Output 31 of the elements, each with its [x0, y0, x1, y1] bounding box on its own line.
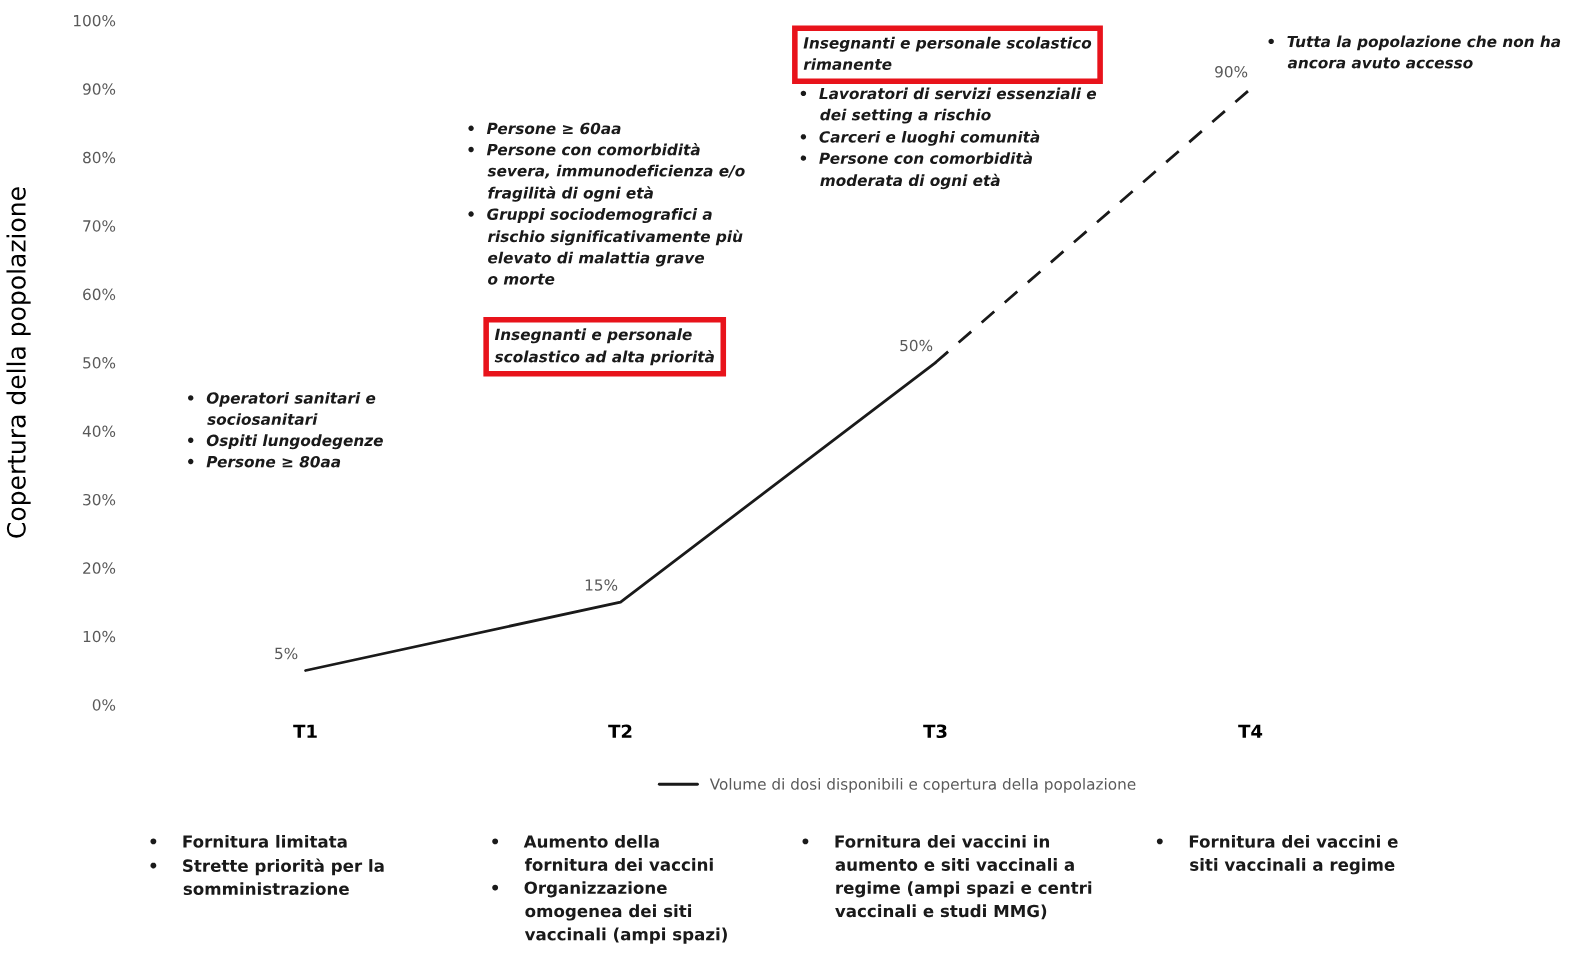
- data-label: 50%: [900, 339, 933, 352]
- y-tick-label: 100%: [74, 14, 116, 27]
- y-axis-title: Copertura della popolazione: [6, 187, 31, 538]
- y-tick-label: 30%: [83, 493, 116, 506]
- data-label: 15%: [585, 579, 618, 591]
- y-tick-label: 60%: [83, 288, 116, 301]
- annotation: • Persone ≥ 60aa • Persone con comorbidità severa, immunodeficienza e/o fragilità di ogni età • Gruppi sociodemografici a rischio significativamente più elevato di malattia grave o morte: [468, 122, 745, 285]
- text: • Fornitura limitata • Strette priorità per la somministrazione: [150, 834, 384, 896]
- annotation: • Lavoratori di servizi essenziali e dei setting a rischio • Carceri e luoghi comunità • Persone con comorbidità moderata di ogni età: [800, 87, 1097, 190]
- text: • Fornitura dei vaccini e siti vaccinali a regime: [1156, 834, 1398, 875]
- y-tick-label: 40%: [82, 425, 116, 438]
- text: • Aumento della fornitura dei vaccini • Organizzazione omogenea dei siti vaccinali (ampi spazi): [492, 834, 727, 944]
- annotation: • Tutta la popolazione che non ha ancora avuto accesso: [1268, 35, 1561, 69]
- y-tick-label: 80%: [83, 151, 116, 164]
- y-tick-label: 10%: [83, 630, 116, 643]
- x-tick-label: T2: [608, 724, 632, 738]
- y-tick-label: 90%: [83, 83, 116, 95]
- annotation: Insegnanti e personale scolastico rimanente: [803, 36, 1092, 70]
- y-tick-label: 0%: [92, 699, 116, 711]
- data-label: 90%: [1215, 65, 1248, 78]
- annotation: Insegnanti e personale scolastico ad alta priorità: [494, 328, 714, 366]
- y-tick-label: 20%: [83, 562, 116, 574]
- legend-label: Volume di dosi disponibili e copertura della popolazione: [709, 777, 1136, 793]
- y-tick-label: 70%: [83, 220, 116, 232]
- x-tick-label: T1: [293, 724, 317, 738]
- x-tick-label: T3: [923, 724, 947, 739]
- y-tick-label: 50%: [83, 357, 116, 369]
- text: • Fornitura dei vaccini in aumento e siti vaccinali a regime (ampi spazi e centri vaccinali e studi MMG): [802, 834, 1092, 920]
- data-label: 5%: [275, 647, 298, 660]
- x-tick-label: T4: [1238, 724, 1263, 738]
- annotation: • Operatori sanitari e sociosanitari • Ospiti lungodegenze • Persone ≥ 80aa: [188, 391, 383, 468]
